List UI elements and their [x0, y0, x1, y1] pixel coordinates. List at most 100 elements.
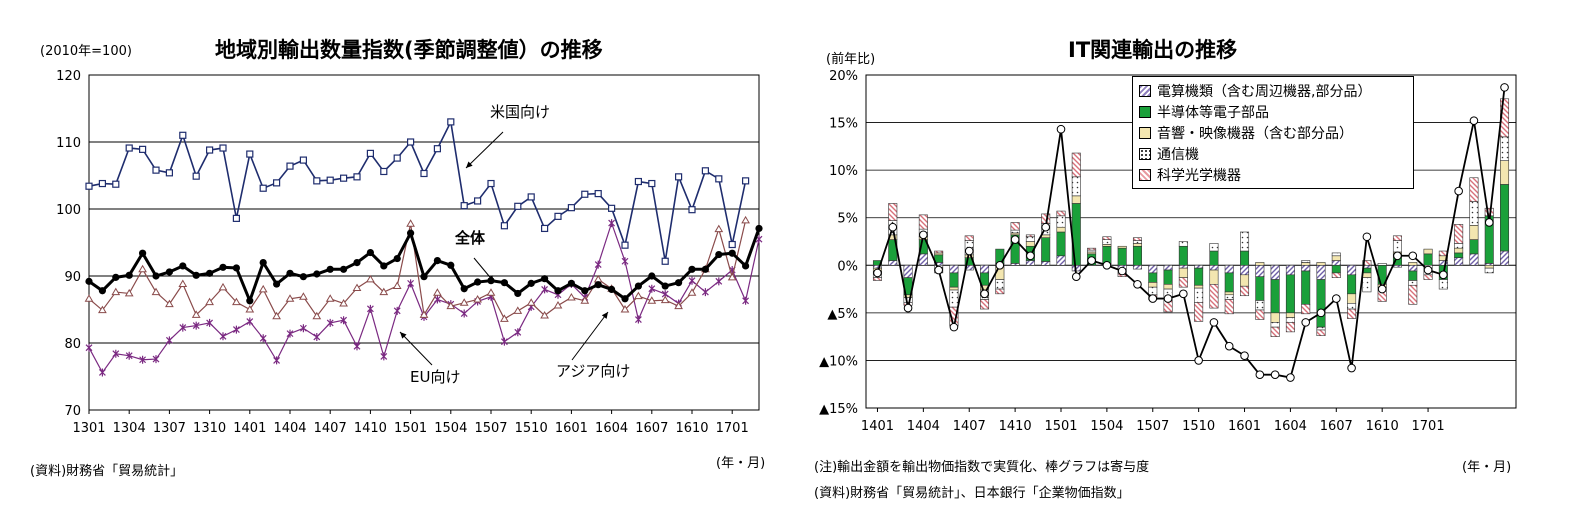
right-bar-semis	[1148, 272, 1158, 283]
right-bar-semis	[1255, 276, 1265, 301]
left-point-total	[648, 272, 656, 280]
left-point-us	[165, 169, 173, 177]
left-point-total	[192, 271, 200, 279]
left-point-eu	[85, 343, 93, 352]
left-point-us	[366, 149, 374, 157]
right-xtick-label: 1701	[1412, 419, 1445, 434]
right-bar-telecom	[1056, 215, 1066, 228]
right-bar-audio	[1132, 243, 1142, 247]
left-point-us	[594, 189, 602, 198]
left-ytick-label: 90	[64, 270, 81, 285]
left-point-eu	[125, 351, 133, 360]
left-point-us	[634, 177, 643, 186]
left-point-asia	[727, 272, 737, 281]
left-point-total	[85, 277, 93, 285]
right-bar-optics	[1071, 152, 1081, 178]
left-xtick-label: 1304	[113, 421, 146, 436]
right-bar-audio	[1071, 195, 1081, 204]
right-bar-telecom	[1148, 286, 1158, 296]
right-bar-optics	[1423, 274, 1433, 280]
legend-swatch-computers	[1139, 84, 1151, 97]
left-point-asia	[620, 305, 630, 313]
left-point-us	[313, 177, 321, 185]
left-point-eu	[608, 219, 616, 228]
left-annotation-asia: アジア向け	[556, 362, 630, 380]
right-bar-computers	[1255, 264, 1265, 278]
left-annotation-arrowhead-total	[487, 275, 494, 282]
right-bar-audio	[1454, 247, 1464, 254]
right-bar-telecom	[1347, 303, 1357, 310]
right-xtick-label: 1507	[1136, 419, 1169, 434]
left-point-asia	[526, 298, 536, 306]
legend-swatch-audio	[1139, 126, 1151, 139]
left-point-asia	[98, 305, 107, 314]
left-point-total	[594, 281, 602, 289]
right-total-point	[1454, 186, 1463, 196]
right-bar-computers	[1500, 250, 1510, 266]
left-point-us	[98, 179, 107, 188]
right-bar-telecom	[1438, 279, 1448, 290]
left-point-total	[219, 263, 227, 271]
left-point-asia	[419, 310, 429, 318]
left-line-us	[88, 119, 747, 262]
right-bar-audio	[1255, 262, 1265, 266]
right-bar-semis	[1423, 253, 1433, 266]
right-bar-telecom	[1316, 326, 1326, 331]
left-point-us	[514, 202, 522, 210]
left-point-eu	[621, 257, 629, 266]
left-annotation-arrow-eu	[399, 331, 433, 366]
right-bar-telecom	[1469, 201, 1479, 226]
left-point-us	[259, 184, 267, 192]
right-bar-audio	[1316, 262, 1326, 266]
right-total-point	[1377, 284, 1387, 294]
right-total-point	[995, 260, 1005, 270]
right-bar-telecom	[1255, 300, 1265, 311]
left-xtick-label: 1604	[595, 421, 628, 436]
left-point-asia	[366, 274, 375, 283]
right-bar-optics	[1178, 277, 1188, 288]
left-point-asia	[379, 287, 389, 296]
right-bar-optics	[1392, 235, 1402, 241]
right-bar-telecom	[1025, 236, 1035, 242]
left-point-us	[701, 167, 710, 175]
right-bar-audio	[1301, 262, 1311, 266]
right-bar-telecom	[1331, 252, 1341, 257]
right-bar-optics	[1316, 329, 1326, 336]
right-bar-audio	[1347, 293, 1357, 304]
right-ytick-label: 5%	[837, 212, 858, 227]
right-xtick-label: 1410	[999, 419, 1032, 434]
right-bar-optics	[1331, 272, 1341, 278]
left-point-total	[393, 254, 401, 263]
right-bar-telecom	[1362, 277, 1372, 293]
right-total-point	[1240, 351, 1249, 360]
right-total-point	[1010, 235, 1020, 244]
right-bar-semis	[1240, 250, 1250, 266]
left-point-asia	[352, 283, 362, 292]
left-point-total	[112, 273, 120, 281]
right-bar-audio	[949, 286, 959, 291]
left-point-eu	[219, 332, 227, 341]
right-bar-telecom	[1209, 243, 1219, 252]
left-point-eu	[514, 328, 522, 337]
left-xtick-label: 1504	[434, 421, 467, 436]
right-bar-computers	[949, 264, 959, 274]
right-total-point	[1163, 294, 1173, 303]
left-xtick-label: 1510	[515, 421, 548, 436]
left-point-total	[581, 287, 589, 295]
left-point-asia	[151, 287, 161, 296]
right-bar-optics	[1408, 284, 1418, 305]
left-point-eu	[273, 356, 281, 365]
right-bar-audio	[1194, 284, 1204, 289]
left-point-us	[581, 190, 589, 198]
left-point-eu	[152, 355, 160, 364]
left-point-eu	[500, 337, 508, 346]
right-total-point	[1133, 280, 1142, 289]
right-bar-optics	[1255, 309, 1265, 320]
right-bar-telecom	[1010, 229, 1020, 234]
left-point-total	[286, 269, 294, 277]
right-xtick-label: 1401	[861, 419, 894, 434]
legend-label-computers: 電算機類（含む周辺機器,部分品）	[1157, 83, 1372, 100]
right-bar-telecom	[1301, 260, 1311, 263]
left-point-eu	[165, 336, 173, 345]
left-point-asia	[84, 294, 94, 302]
